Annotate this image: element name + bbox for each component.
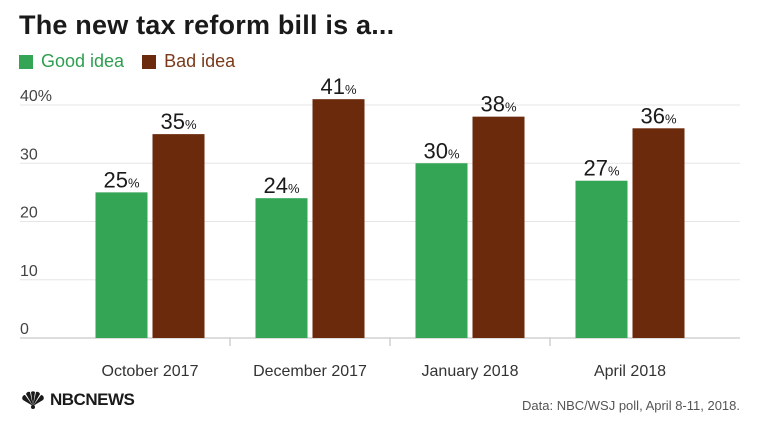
legend-label-bad: Bad idea	[164, 51, 236, 71]
bar-good	[575, 180, 628, 338]
bar-bad	[632, 128, 685, 338]
legend-label-good: Good idea	[41, 51, 125, 71]
source-note: Data: NBC/WSJ poll, April 8-11, 2018.	[522, 398, 740, 413]
data-label: 36%	[640, 103, 676, 128]
legend-item-bad: Bad idea	[142, 51, 235, 72]
y-tick-label: 10	[20, 263, 38, 280]
x-tick-label: December 2017	[253, 363, 367, 380]
bar-good	[95, 192, 148, 338]
data-label: 27%	[583, 156, 619, 181]
legend-swatch-bad	[142, 54, 157, 69]
data-label: 25%	[103, 167, 139, 192]
bar-bad	[152, 134, 205, 338]
data-label: 35%	[160, 109, 196, 134]
bar-good	[255, 198, 308, 338]
bar-good	[415, 163, 468, 338]
x-tick-label: April 2018	[594, 363, 666, 380]
legend: Good idea Bad idea	[19, 51, 253, 72]
legend-item-good: Good idea	[19, 51, 124, 72]
bar-bad	[312, 99, 365, 338]
y-tick-label: 40%	[20, 88, 52, 105]
logo-text: NBCNEWS	[50, 390, 135, 409]
data-label: 24%	[263, 173, 299, 198]
y-tick-label: 0	[20, 321, 29, 338]
legend-swatch-good	[19, 54, 33, 69]
nbc-news-logo: NBCNEWS	[20, 390, 135, 410]
y-tick-label: 20	[20, 205, 38, 222]
data-label: 38%	[480, 92, 516, 117]
peacock-icon	[22, 391, 44, 409]
bar-bad	[472, 116, 525, 339]
x-tick-label: January 2018	[422, 363, 519, 380]
chart-title: The new tax reform bill is a...	[19, 10, 395, 40]
y-tick-label: 30	[20, 146, 38, 163]
data-label: 30%	[423, 138, 459, 163]
x-tick-label: October 2017	[102, 363, 199, 380]
data-label: 41%	[320, 74, 356, 99]
